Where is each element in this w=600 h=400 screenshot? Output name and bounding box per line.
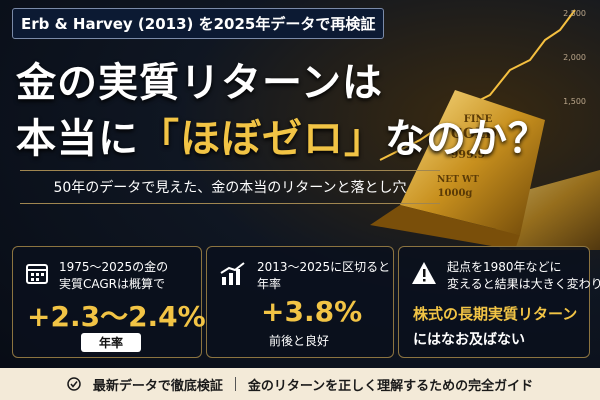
bar-text: 1000g bbox=[438, 188, 473, 199]
card-text: 年率 bbox=[257, 277, 282, 291]
card-text: 起点を1980年などに bbox=[447, 260, 562, 274]
subtitle: 50年のデータで見えた、金の本当のリターンと落とし穴 bbox=[20, 170, 440, 204]
card-text: にはなお及ばない bbox=[413, 332, 525, 348]
card-text: 1975〜2025の金の bbox=[59, 260, 169, 274]
axis-label: 2,500 bbox=[563, 9, 586, 18]
title-part: 本当に bbox=[16, 116, 139, 162]
card-highlight: 株式の長期実質リターン bbox=[413, 305, 578, 323]
card-figure: +2.3〜2.4% bbox=[27, 300, 206, 333]
bar-text: 999.9 bbox=[451, 148, 485, 161]
bar-text: NET WT bbox=[437, 175, 479, 185]
bar-text: FINE bbox=[464, 114, 493, 125]
footer: 最新データで徹底検証 金のリターンを正しく理解するための完全ガイド bbox=[0, 368, 600, 400]
gold-bar-side bbox=[370, 205, 520, 250]
card-text: 実質CAGRは概算で bbox=[59, 277, 166, 291]
card-text: 前後と良好 bbox=[269, 334, 330, 348]
axis-label: 2,000 bbox=[563, 53, 586, 62]
title: 金の実質リターンは bbox=[16, 60, 383, 106]
tag: Erb & Harvey (2013) を2025年データで再検証 bbox=[12, 8, 385, 39]
chart-icon bbox=[220, 262, 245, 285]
calendar-icon bbox=[26, 264, 48, 284]
axis-label: 1,500 bbox=[563, 97, 586, 106]
decorative-trend bbox=[379, 9, 576, 161]
title: 本当に「ほぼゼロ」なのか？ bbox=[16, 106, 549, 164]
footer-text: 金のリターンを正しく理解するための完全ガイド bbox=[247, 378, 534, 394]
footer-text: 最新データで徹底検証 bbox=[92, 378, 223, 394]
gold-bar bbox=[400, 90, 545, 235]
card: 2013〜2025に区切ると 年率 +3.8% 前後と良好 bbox=[206, 246, 394, 358]
title-part: なのか？ bbox=[385, 116, 549, 162]
card-text: 2013〜2025に区切ると bbox=[257, 260, 391, 274]
title-highlight: 「ほぼゼロ」 bbox=[139, 116, 385, 162]
card: 起点を1980年などに 変えると結果は大きく変わり 株式の長期実質リターン には… bbox=[398, 246, 600, 358]
card: 1975〜2025の金の 実質CAGRは概算で +2.3〜2.4% 年率 bbox=[12, 246, 206, 358]
card-text: 変えると結果は大きく変わり bbox=[447, 277, 600, 291]
divider bbox=[234, 377, 236, 391]
bar-text: GOLD bbox=[451, 126, 497, 142]
check-icon bbox=[67, 377, 81, 391]
badge: 年率 bbox=[81, 333, 142, 352]
card-figure: +3.8% bbox=[261, 295, 363, 328]
warning-icon bbox=[412, 262, 436, 284]
